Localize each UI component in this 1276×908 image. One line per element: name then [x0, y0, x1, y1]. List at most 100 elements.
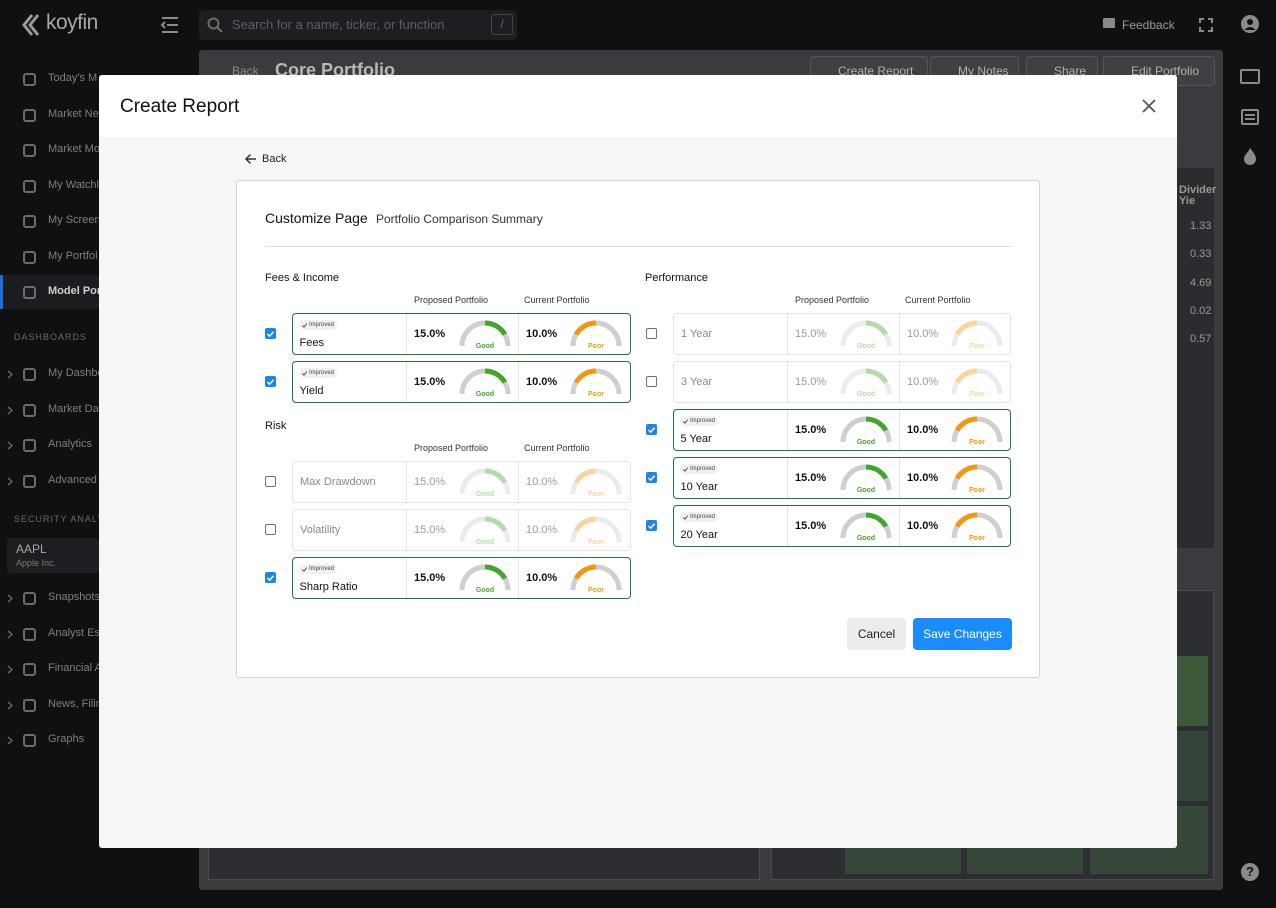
row-checkbox[interactable]: [646, 424, 657, 435]
check-path: [266, 330, 275, 337]
gauge-rating: Poor: [969, 439, 985, 446]
improved-badge: Improved: [299, 564, 338, 574]
sidebar-chevron: [7, 406, 13, 414]
sidebar-item[interactable]: My Portfol: [48, 249, 98, 262]
badge-check: [301, 370, 308, 376]
checkbox-check: [266, 378, 275, 385]
rail-icon[interactable]: [1240, 69, 1260, 87]
back-link[interactable]: Back: [262, 153, 287, 165]
row-checkbox[interactable]: [646, 520, 657, 531]
checkbox-check: [647, 522, 656, 529]
badge-check-path: [301, 370, 308, 376]
gauge-rating: Good: [476, 391, 494, 398]
sidebar-item[interactable]: Financial A: [48, 662, 102, 674]
row-checkbox[interactable]: [265, 476, 276, 487]
current-value: 10.0%: [907, 472, 939, 484]
search-box[interactable]: [199, 10, 517, 40]
section-title: Risk: [265, 420, 287, 432]
sidebar-item[interactable]: Analytics: [48, 438, 93, 450]
badge-text: Improved: [690, 514, 716, 520]
sidebar-selected-bar: [0, 275, 3, 309]
page-action-label: Create Report: [838, 64, 914, 78]
gauge-fill: [573, 368, 597, 384]
row-label: Volatility: [300, 524, 341, 536]
ticker-symbol: AAPL: [16, 542, 47, 556]
menu-toggle[interactable]: [160, 15, 180, 35]
row-label: Sharp Ratio: [299, 581, 358, 593]
cancel-button[interactable]: Cancel: [847, 618, 906, 650]
row-checkbox[interactable]: [646, 328, 657, 339]
sidebar-icon: [23, 439, 36, 452]
sidebar-item[interactable]: Market Ne: [48, 107, 99, 120]
help-button[interactable]: ?: [1241, 863, 1259, 881]
cell-divider: [406, 314, 407, 354]
sidebar-item[interactable]: Graphs: [48, 733, 85, 745]
save-button[interactable]: Save Changes: [913, 618, 1012, 650]
ticker-company: Apple Inc.: [16, 558, 57, 568]
row-checkbox[interactable]: [265, 524, 276, 535]
current-value: 10.0%: [526, 376, 558, 388]
proposed-value: 15.0%: [414, 572, 446, 584]
row-checkbox[interactable]: [265, 376, 276, 387]
sidebar-item[interactable]: Today's M: [48, 72, 98, 84]
proposed-value: 15.0%: [414, 376, 446, 388]
current-value: 10.0%: [526, 328, 558, 340]
rating-gauge: Good: [840, 368, 892, 398]
check-path: [266, 574, 275, 581]
row-label: Max Drawdown: [300, 476, 376, 488]
sidebar-item[interactable]: Model Por: [48, 285, 102, 297]
fullscreen-icon[interactable]: [1199, 18, 1213, 32]
sidebar-item[interactable]: My Screen: [48, 214, 101, 226]
rating-gauge: Good: [459, 564, 511, 594]
current-value: 10.0%: [907, 520, 939, 532]
improved-badge: Improved: [299, 320, 338, 330]
row-checkbox[interactable]: [646, 376, 657, 387]
sidebar-selected-bg: [0, 275, 99, 309]
sidebar-item[interactable]: News, Filin: [48, 697, 102, 710]
feedback-link[interactable]: Feedback: [1122, 18, 1175, 32]
ticker-box[interactable]: [7, 538, 99, 573]
gauge-fill: [484, 564, 508, 580]
current-value: 10.0%: [907, 424, 939, 436]
sidebar-item[interactable]: My Dashbo: [48, 367, 104, 379]
row-checkbox[interactable]: [265, 572, 276, 583]
sidebar-icon: [23, 663, 36, 676]
sidebar-item[interactable]: Advanced: [48, 473, 97, 486]
rail-icon[interactable]: [1243, 147, 1257, 165]
checkbox-check: [647, 426, 656, 433]
sidebar-item[interactable]: My Watchl: [48, 178, 99, 191]
modal: Create Report Back Customize Page Portfo…: [99, 75, 1177, 848]
cell-divider: [406, 462, 407, 502]
gauge-rating: Poor: [588, 587, 604, 594]
modal-header: [99, 75, 1177, 137]
sidebar-item[interactable]: Market Da: [48, 402, 99, 415]
page-back[interactable]: Back: [232, 64, 259, 78]
badge-check: [682, 514, 689, 520]
card-divider: [265, 246, 1012, 247]
metric-row: Improved Yield 15.0% Good 10.0% Poor: [292, 361, 631, 403]
section-title: Performance: [645, 272, 708, 284]
rating-gauge: Poor: [570, 320, 622, 350]
gauge-rating: Good: [857, 535, 875, 542]
badge-check-path: [301, 322, 308, 328]
sidebar-heading: DASHBOARDS: [14, 332, 88, 342]
row-checkbox[interactable]: [646, 472, 657, 483]
cell-divider: [787, 458, 788, 498]
gauge-fill: [573, 468, 597, 484]
feedback-bubble: [1103, 18, 1115, 28]
sidebar-icon: [23, 474, 36, 488]
cell-divider: [518, 558, 519, 598]
sidebar-chevron: [7, 630, 13, 638]
rail-icon[interactable]: [1241, 109, 1259, 125]
rating-gauge: Poor: [570, 564, 622, 594]
sidebar-item[interactable]: Market Mo: [48, 143, 100, 155]
gauge-rating: Poor: [969, 535, 985, 542]
user-icon[interactable]: [1241, 15, 1259, 33]
improved-badge: Improved: [680, 416, 719, 426]
search-glass: [207, 17, 220, 30]
checkbox-check: [647, 474, 656, 481]
sidebar-item[interactable]: Analyst Es: [48, 626, 100, 639]
row-checkbox[interactable]: [265, 328, 276, 339]
close-button[interactable]: [1142, 99, 1156, 113]
sidebar-item[interactable]: Snapshots: [48, 591, 100, 603]
